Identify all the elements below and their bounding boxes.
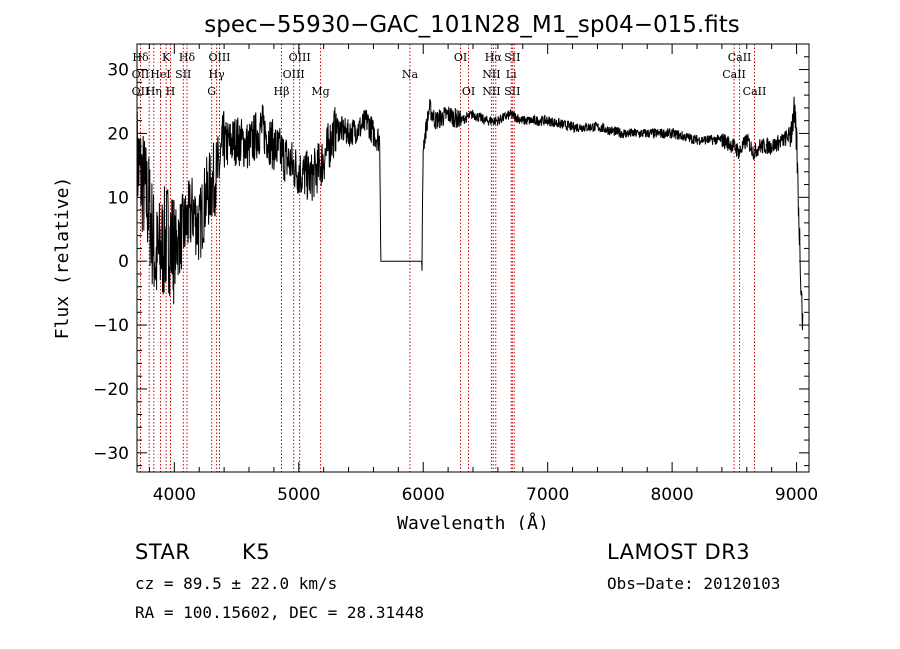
object-subclass: K5 xyxy=(242,540,271,564)
y-tick-label: 0 xyxy=(118,252,129,272)
flux-series-line xyxy=(136,96,804,331)
line-label: Hβ xyxy=(274,85,290,98)
line-label: CaII xyxy=(743,85,767,98)
survey-name: LAMOST DR3 xyxy=(607,540,751,564)
y-tick-label: −30 xyxy=(93,444,129,464)
x-tick-label: 9000 xyxy=(775,485,818,505)
y-axis-label: Flux (relative) xyxy=(52,177,73,340)
line-label: H xyxy=(166,85,176,98)
line-label: OI xyxy=(462,85,475,98)
line-label: Mg xyxy=(311,85,329,98)
line-label: Hα xyxy=(485,51,503,64)
series-layer xyxy=(136,96,804,331)
line-label: Hη xyxy=(146,85,162,98)
spectrum-chart: spec−55930−GAC_101N28_M1_sp04−015.fits H… xyxy=(52,12,818,530)
x-tick-label: 5000 xyxy=(277,485,320,505)
line-label: Hδ xyxy=(179,51,196,64)
x-tick-label: 4000 xyxy=(153,485,196,505)
line-label: OIII xyxy=(289,51,311,64)
line-label: Li xyxy=(506,68,517,81)
y-axis: −30 −20 −10 0 10 20 30 xyxy=(93,43,809,467)
redshift-cz: cz = 89.5 ± 22.0 km/s xyxy=(135,574,338,593)
line-label: NII xyxy=(482,68,500,81)
spectral-line-markers xyxy=(139,44,755,472)
y-tick-label: −20 xyxy=(93,380,129,400)
line-label: OII xyxy=(132,68,150,81)
plot-frame xyxy=(136,43,810,473)
y-tick-label: 10 xyxy=(107,188,129,208)
line-label: NII xyxy=(482,85,500,98)
line-label: SII xyxy=(504,51,520,64)
chart-title: spec−55930−GAC_101N28_M1_sp04−015.fits xyxy=(204,12,739,38)
line-label: G xyxy=(207,85,216,98)
line-label: OII xyxy=(132,85,150,98)
line-label: Hδ xyxy=(132,51,149,64)
x-tick-label: 7000 xyxy=(526,485,569,505)
observation-date: Obs−Date: 20120103 xyxy=(607,574,781,593)
object-type: STAR xyxy=(135,540,191,564)
line-label: K xyxy=(162,51,171,64)
line-label: Na xyxy=(402,68,419,81)
y-tick-label: −10 xyxy=(93,316,129,336)
line-label: SII xyxy=(504,85,520,98)
line-label: OIII xyxy=(208,51,230,64)
line-label: Hγ xyxy=(209,68,226,81)
y-tick-label: 30 xyxy=(107,61,129,81)
x-tick-label: 8000 xyxy=(650,485,693,505)
line-label: SII xyxy=(175,68,191,81)
x-axis: 4000 5000 6000 7000 8000 9000 xyxy=(148,44,818,505)
spectral-line-labels: HδOIIOIIHηHeIKHSIIHδGHγOIIIHβOIIIOIIIMgN… xyxy=(132,51,767,98)
line-label: CaII xyxy=(722,68,746,81)
x-tick-label: 6000 xyxy=(402,485,445,505)
line-label: OIII xyxy=(283,68,305,81)
line-label: OI xyxy=(454,51,467,64)
y-tick-label: 20 xyxy=(107,124,129,144)
coordinates: RA = 100.15602, DEC = 28.31448 xyxy=(135,603,424,622)
line-label: CaII xyxy=(728,51,752,64)
line-label: HeI xyxy=(150,68,170,81)
x-axis-label: Wavelength (Å) xyxy=(397,512,549,530)
